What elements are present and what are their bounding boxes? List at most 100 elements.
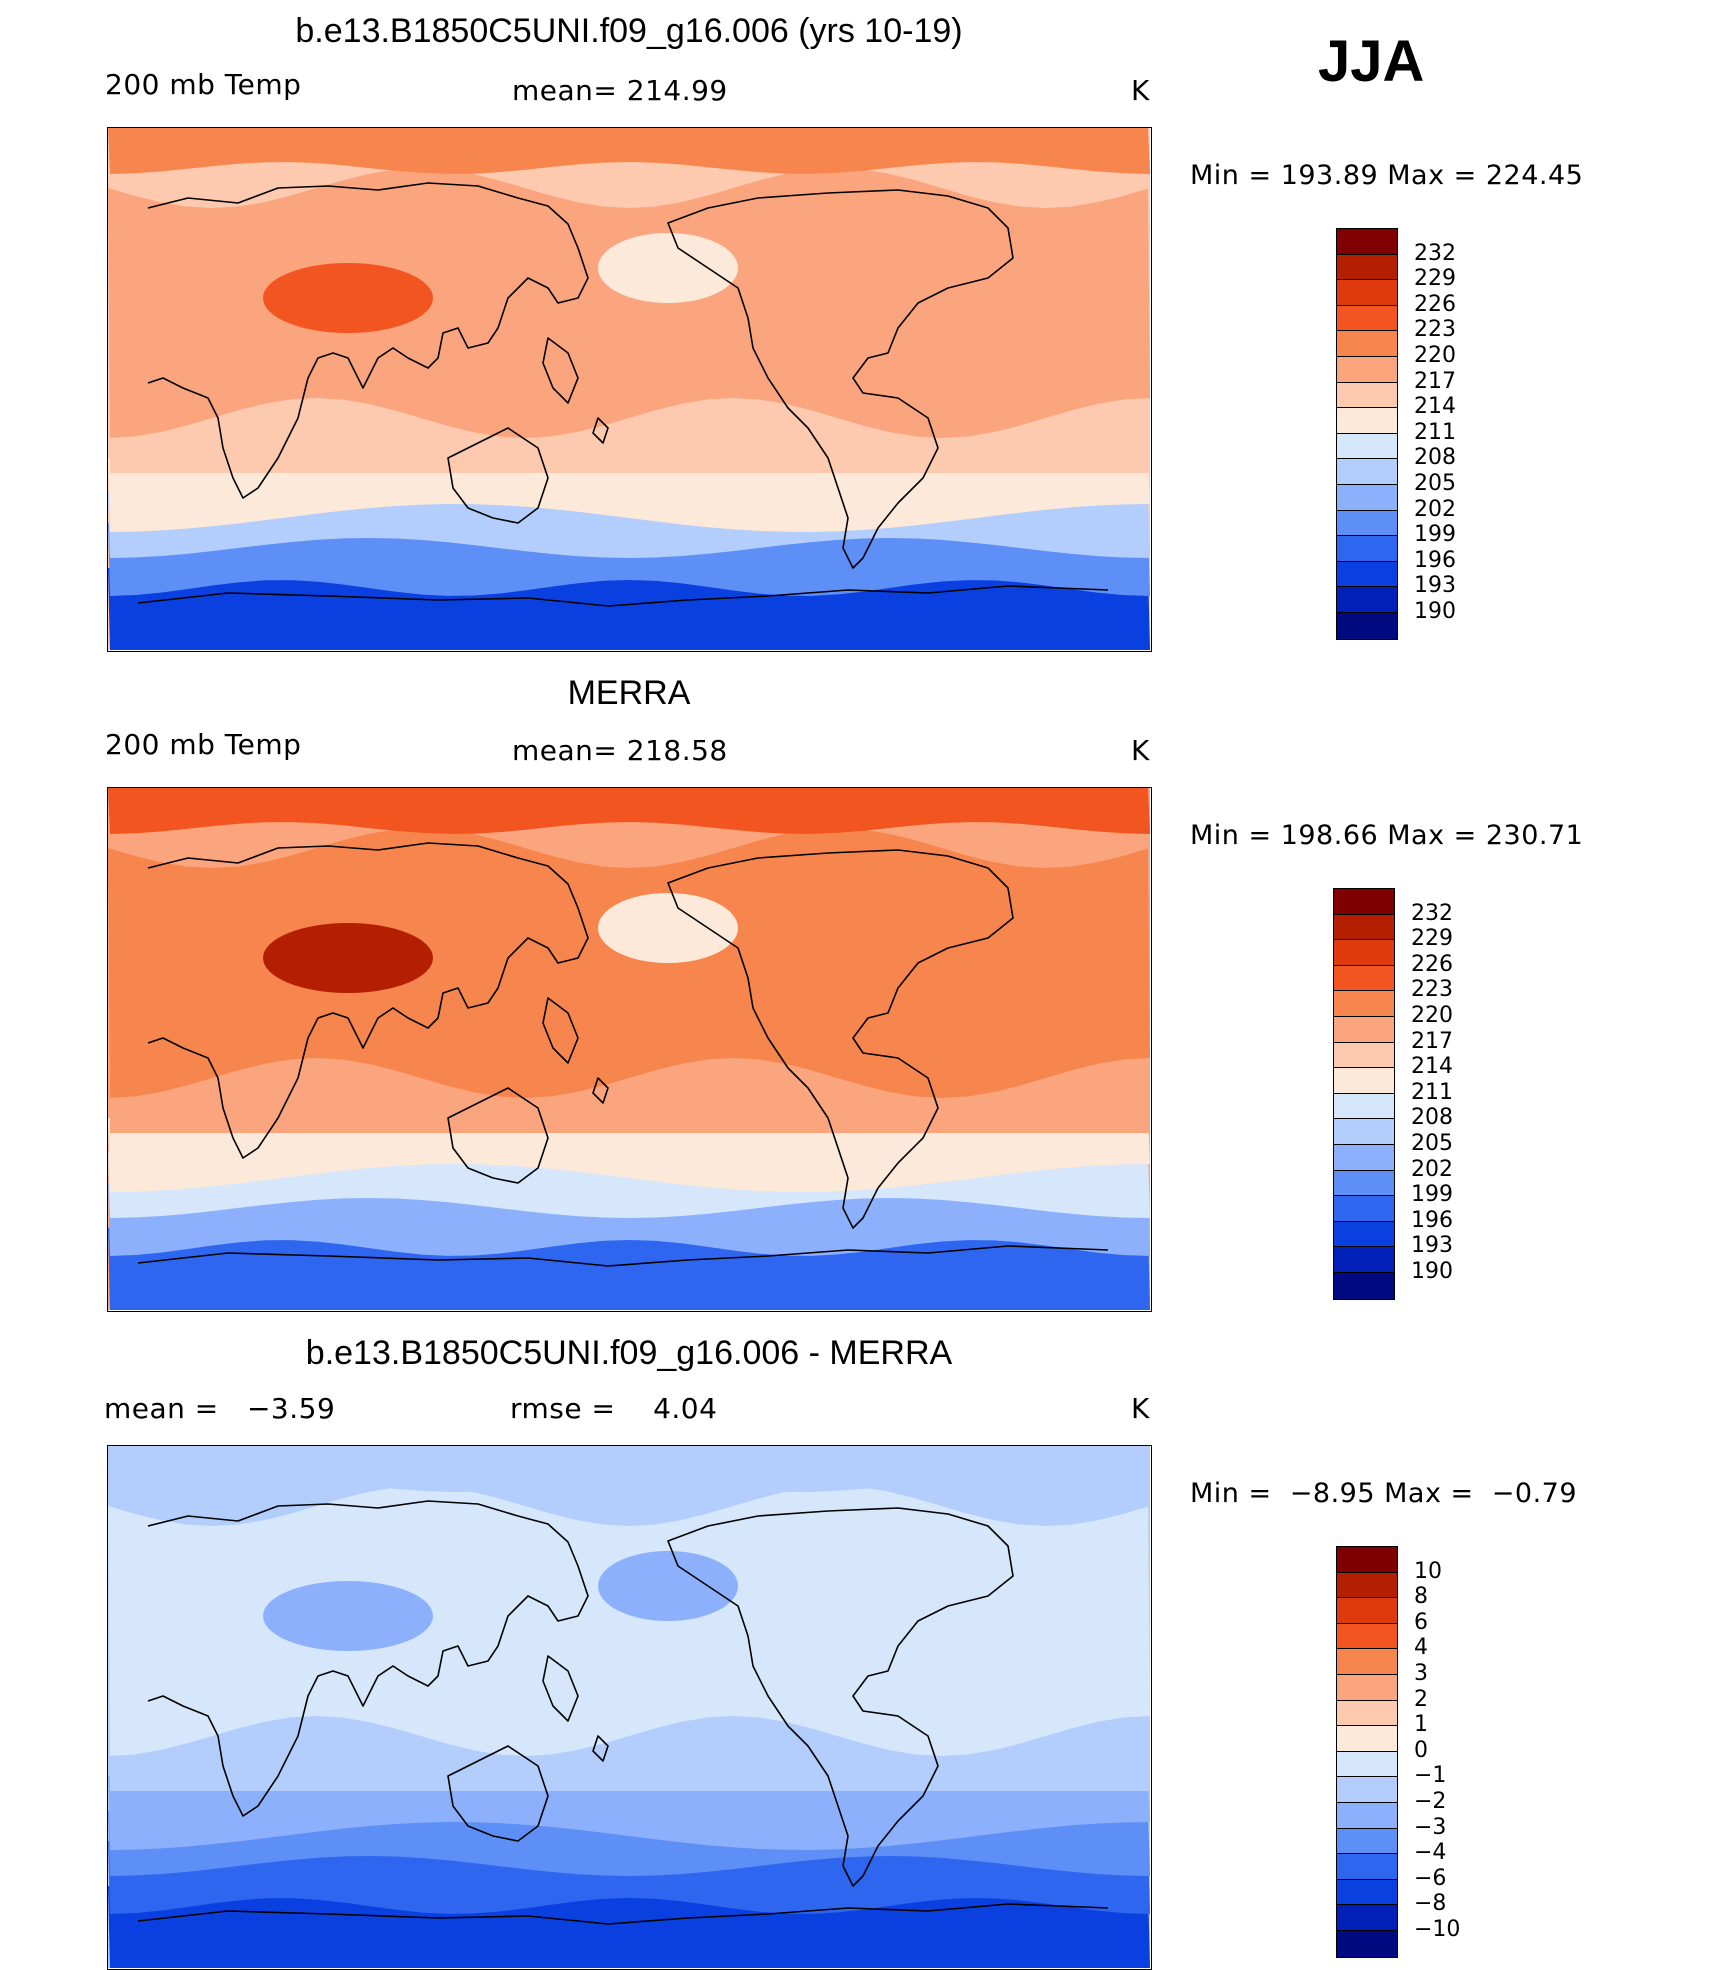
panel-mean-label: mean = −3.59 — [104, 1392, 336, 1425]
contour-band — [108, 1446, 1150, 1492]
colorbar-tick-label: 193 — [1414, 573, 1456, 599]
colorbar-swatch — [1337, 1777, 1397, 1803]
colorbar-swatch — [1337, 1572, 1397, 1599]
colorbar-swatch — [1337, 1854, 1397, 1880]
panel-title: b.e13.B1850C5UNI.f09_g16.006 - MERRA — [305, 1334, 953, 1372]
colorbar-swatch — [1337, 229, 1397, 255]
colorbar-tick-label: 220 — [1411, 1003, 1453, 1028]
colorbar-swatch — [1337, 408, 1397, 434]
contour-band — [598, 1551, 738, 1621]
colorbar-swatch — [1337, 1674, 1397, 1701]
colorbar-swatch — [1337, 1751, 1397, 1778]
colorbar-swatch — [1337, 1598, 1397, 1624]
min-max-label: Min = 198.66 Max = 230.71 — [1190, 820, 1584, 851]
coastline — [592, 1077, 609, 1104]
colorbar-swatch — [1337, 305, 1397, 332]
colorbar-swatch — [1334, 1042, 1394, 1069]
colorbar-tick-label: 8 — [1414, 1584, 1428, 1610]
colorbar-tick-label: 202 — [1411, 1156, 1453, 1182]
colorbar-tick-label: 196 — [1414, 547, 1456, 573]
min-max-label: Min = −8.95 Max = −0.79 — [1190, 1478, 1578, 1509]
colorbar-tick-label: 223 — [1414, 317, 1456, 343]
colorbar-swatch — [1337, 382, 1397, 409]
colorbar-tick-label: 205 — [1414, 471, 1456, 496]
colorbar-swatch — [1337, 459, 1397, 485]
colorbar-swatch — [1337, 1905, 1397, 1931]
coastline — [137, 1903, 1109, 1925]
colorbar-tick-label: 205 — [1411, 1131, 1453, 1156]
colorbar-tick-label: −4 — [1414, 1840, 1447, 1866]
colorbar-swatch — [1337, 1623, 1397, 1650]
colorbar-swatch — [1337, 510, 1397, 537]
coastline — [667, 189, 1014, 569]
map-model — [107, 127, 1152, 652]
colorbar-tick-label: 199 — [1411, 1182, 1453, 1208]
contour-band — [108, 1886, 1150, 1968]
colorbar-swatch — [1334, 940, 1394, 966]
panel-units-label: K — [1131, 1392, 1150, 1425]
contour-band — [108, 568, 1150, 650]
colorbar-obs — [1333, 888, 1395, 1300]
colorbar-tick-label: 190 — [1414, 599, 1456, 624]
colorbar-swatch — [1334, 914, 1394, 941]
contour-band — [263, 923, 433, 993]
coastline — [147, 182, 589, 499]
panel-title: MERRA — [567, 674, 691, 712]
colorbar-swatch — [1337, 1726, 1397, 1752]
colorbar-tick-label: 217 — [1411, 1028, 1453, 1054]
colorbar-swatch — [1337, 536, 1397, 562]
colorbar-swatch — [1337, 280, 1397, 306]
panel-title: b.e13.B1850C5UNI.f09_g16.006 (yrs 10-19) — [295, 12, 963, 50]
colorbar-tick-label: 196 — [1411, 1207, 1453, 1233]
colorbar-swatch — [1337, 612, 1397, 639]
contour-band — [108, 828, 1150, 1098]
map-diff — [107, 1445, 1152, 1970]
contour-band — [598, 233, 738, 303]
colorbar-tick-label: −8 — [1414, 1891, 1447, 1917]
colorbar-tick-label: 232 — [1411, 900, 1453, 926]
coastlines — [137, 182, 1109, 607]
contour-band — [263, 263, 433, 333]
colorbar-swatch — [1337, 1547, 1397, 1573]
colorbar-tick-label: −2 — [1414, 1789, 1447, 1814]
colorbar-tick-label: −1 — [1414, 1763, 1447, 1789]
contour-band — [108, 1762, 1150, 1850]
contour-band — [108, 128, 1150, 174]
colorbar-swatch — [1334, 1068, 1394, 1094]
contour-band — [108, 444, 1150, 532]
colorbar-tick-label: 211 — [1411, 1079, 1453, 1105]
colorbar-swatch — [1334, 1221, 1394, 1248]
season-label: JJA — [1318, 29, 1425, 94]
colorbar-swatch — [1334, 1119, 1394, 1145]
coastline — [667, 1507, 1014, 1887]
colorbar-tick-label: 217 — [1414, 368, 1456, 394]
coastlines — [137, 842, 1109, 1267]
colorbar-swatch — [1337, 331, 1397, 357]
colorbar-swatch — [1334, 965, 1394, 992]
panel-mean-label: mean= 214.99 — [512, 74, 728, 107]
colorbar-tick-label: −3 — [1414, 1814, 1447, 1840]
coastline — [592, 1735, 609, 1762]
colorbar-swatch — [1334, 889, 1394, 915]
coastline — [147, 842, 589, 1159]
colorbar-tick-label: 0 — [1414, 1737, 1428, 1763]
colorbar-tick-label: 2 — [1414, 1686, 1428, 1712]
coastline — [542, 1655, 579, 1722]
colorbar-diff — [1336, 1546, 1398, 1958]
colorbar-tick-label: 1 — [1414, 1712, 1428, 1738]
panel-mean-label: mean= 218.58 — [512, 734, 728, 767]
colorbar-swatch — [1337, 1700, 1397, 1727]
coastline — [667, 849, 1014, 1229]
coastline — [447, 1745, 549, 1842]
colorbar-tick-label: 4 — [1414, 1635, 1428, 1661]
colorbar-swatch — [1334, 1093, 1394, 1120]
panel-variable-label: 200 mb Temp — [105, 68, 302, 101]
colorbar-swatch — [1334, 1196, 1394, 1222]
colorbar-swatch — [1334, 1144, 1394, 1171]
colorbar-swatch — [1337, 1879, 1397, 1906]
colorbar-tick-label: 223 — [1411, 977, 1453, 1003]
panel-rmse-label: rmse = 4.04 — [510, 1392, 718, 1425]
colorbar-swatch — [1337, 1930, 1397, 1957]
colorbar-tick-label: 226 — [1411, 951, 1453, 977]
colorbar-tick-label: 232 — [1414, 240, 1456, 266]
